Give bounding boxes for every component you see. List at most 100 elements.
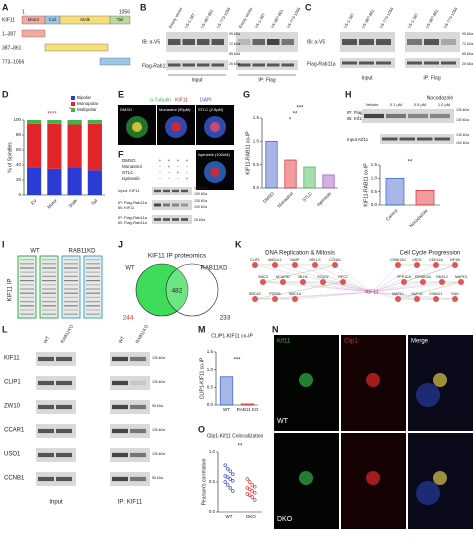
panel-letter: M — [198, 324, 206, 334]
label: + — [159, 158, 162, 163]
label: DAPI — [200, 97, 212, 103]
blot-band — [376, 39, 391, 45]
label: 0.5 µM — [414, 102, 426, 107]
gel-band — [42, 288, 56, 290]
blot-band — [130, 380, 146, 386]
gel-band — [86, 305, 100, 307]
gel-band — [42, 305, 56, 307]
node — [252, 262, 258, 268]
label: Tail — [117, 17, 124, 22]
label: DNA Replication & Mitosis — [265, 251, 335, 257]
label: NCAPD2 — [276, 275, 290, 279]
label: IB: α-V5 — [307, 39, 325, 45]
label: V5-773-1056 — [215, 6, 231, 29]
blot-band — [424, 61, 439, 65]
label: CDK11A — [429, 258, 443, 262]
label: 387–861 — [2, 45, 22, 51]
blot-band — [382, 137, 398, 141]
label: IP: Flag — [258, 77, 275, 83]
blot-band — [181, 203, 188, 207]
label: STLC (2.5µM) — [198, 107, 224, 112]
panel-letter: E — [118, 89, 124, 99]
blot-band — [38, 356, 54, 362]
node — [340, 279, 346, 285]
edge — [334, 264, 373, 293]
panel-letter: O — [198, 424, 205, 434]
label: CCAR1 — [4, 428, 25, 434]
blot-band — [38, 404, 54, 410]
gel-band — [86, 288, 100, 290]
label: IP: Flag — [423, 75, 440, 81]
label: 55 kDa — [229, 52, 240, 56]
label: 244 — [123, 315, 134, 322]
gel-band — [86, 296, 100, 298]
label: 100 kDa — [194, 205, 207, 209]
edge — [371, 264, 437, 293]
gel-band — [42, 309, 56, 311]
label: Input — [191, 77, 203, 83]
significance: **** — [47, 112, 57, 118]
panel-letter: A — [2, 2, 9, 12]
blot-band — [38, 452, 54, 458]
point — [253, 485, 257, 489]
x-tick-label: RAB11 KO — [237, 407, 259, 412]
gel-band — [20, 263, 34, 265]
y-axis-label: Pearson's correlation — [201, 458, 207, 505]
gel-band — [64, 313, 78, 315]
chart-title: Clip1-Kif11 Colocalization — [207, 433, 264, 439]
significance: ** — [293, 112, 298, 118]
x-tick-label: Nocodazole — [408, 208, 429, 229]
gel-band — [20, 292, 34, 294]
y-tick-label: 40 — [16, 162, 22, 167]
label: WT — [277, 418, 289, 425]
node — [280, 279, 286, 285]
bar-segment — [27, 167, 42, 195]
label: IP: KIF11 — [118, 500, 143, 506]
blot-band — [168, 63, 181, 67]
blot-band — [182, 39, 195, 45]
bar-segment — [87, 120, 102, 124]
label: BRCA2 — [249, 292, 261, 296]
label: USO1 — [412, 258, 422, 262]
blot-band — [181, 189, 188, 193]
point — [231, 472, 235, 476]
blot — [110, 376, 150, 390]
spindle — [171, 122, 181, 132]
label: NASP — [290, 258, 300, 262]
label: RAN — [451, 292, 459, 296]
point — [226, 467, 230, 471]
edge — [371, 281, 443, 293]
edge — [403, 264, 456, 283]
gel-band — [20, 259, 34, 261]
signal — [299, 471, 313, 485]
significance: ** — [238, 444, 243, 450]
label: Vehicle — [366, 102, 380, 107]
blot-band — [38, 428, 54, 434]
gel-band — [20, 280, 34, 282]
label: 233 — [220, 315, 231, 322]
bar — [219, 376, 234, 406]
label: WT — [30, 249, 40, 255]
bar — [415, 189, 435, 206]
blot-band — [424, 39, 439, 45]
blot-band — [359, 61, 374, 65]
label: CLIP1 — [250, 258, 260, 262]
label: - — [177, 176, 179, 181]
y-tick-label: 0.0 — [209, 509, 216, 514]
gel-band — [86, 271, 100, 273]
edge — [397, 281, 462, 300]
blot-band — [417, 137, 433, 141]
x-tick-label: WT — [226, 514, 233, 519]
gel-band — [64, 284, 78, 286]
label: NUP43 — [411, 292, 422, 296]
blot-band — [407, 61, 422, 65]
gel-band — [20, 305, 34, 307]
node — [401, 279, 407, 285]
legend-label: Multipolar — [77, 107, 97, 112]
label: 95 kDa — [462, 32, 473, 36]
node — [395, 262, 401, 268]
label: IB: KIF11 — [118, 205, 135, 210]
label: 26 kDa — [229, 62, 240, 66]
label: 130 kDa — [152, 428, 165, 432]
